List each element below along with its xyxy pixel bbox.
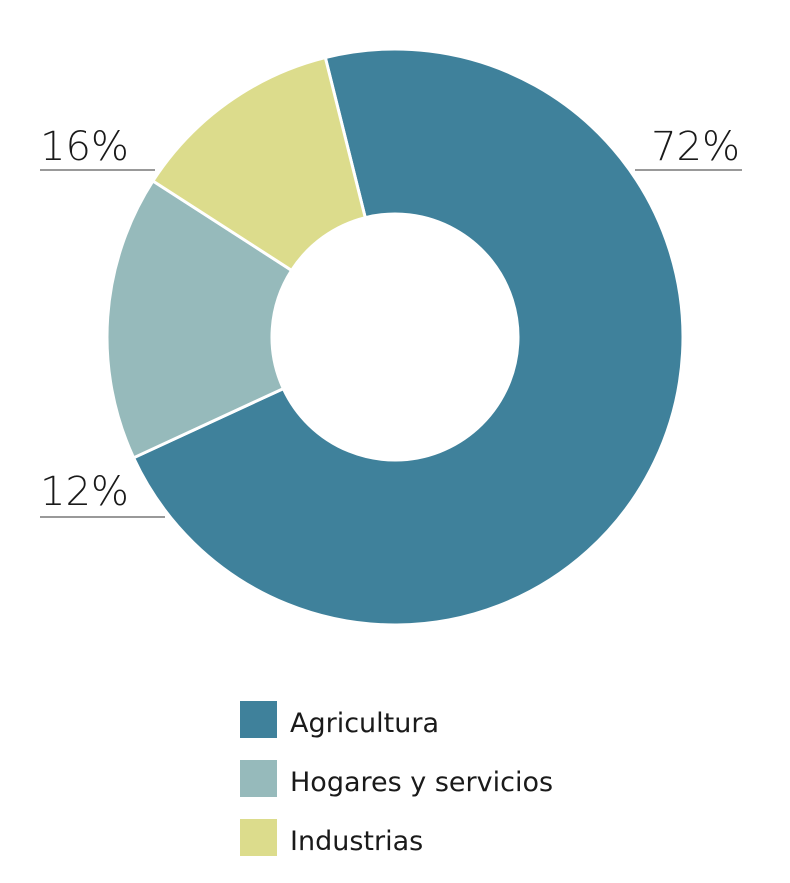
legend-swatch [240,760,277,797]
value-label: 72% [651,124,740,170]
donut-slice [150,55,368,273]
donut-slice [105,178,294,460]
legend-label: Industrias [290,826,423,857]
legend-swatch [240,819,277,856]
legend-label: Agricultura [290,708,439,739]
legend-swatch [240,701,277,738]
value-label: 12% [40,469,129,515]
donut-slice [131,47,685,627]
legend-label: Hogares y servicios [290,767,553,798]
value-label: 16% [40,124,129,170]
